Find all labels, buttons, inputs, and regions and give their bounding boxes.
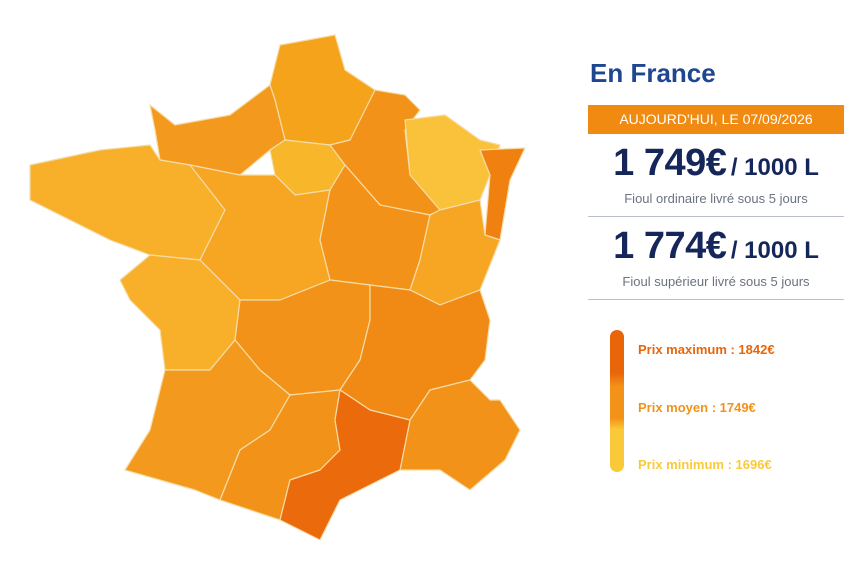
price-line: 1 774€ / 1000 L [588,225,844,268]
price-block: 1 774€ / 1000 L Fioul supérieur livré sou… [588,217,844,300]
price-list: 1 749€ / 1000 L Fioul ordinaire livré sou… [588,134,844,300]
price-unit: / 1000 L [730,237,819,264]
price-line: 1 749€ / 1000 L [588,142,844,185]
region [409,199,501,306]
france-map [29,34,526,541]
price-panel: En France AUJOURD'HUI, LE 07/09/2026 1 7… [588,52,844,300]
legend-gradient [610,330,624,472]
legend: Prix maximum : 1842€ Prix moyen : 1749€ Pr… [610,330,840,472]
price-amount: 1 749€ [613,142,727,184]
date-banner: AUJOURD'HUI, LE 07/09/2026 [588,105,844,134]
price-block: 1 749€ / 1000 L Fioul ordinaire livré sou… [588,134,844,217]
legend-label: Prix minimum : 1696€ [638,457,772,472]
legend-label: Prix maximum : 1842€ [638,342,775,357]
region [479,147,526,241]
price-description: Fioul ordinaire livré sous 5 jours [624,191,808,206]
price-amount: 1 774€ [613,225,727,267]
price-description: Fioul supérieur livré sous 5 jours [622,274,810,289]
price-unit: / 1000 L [730,154,819,181]
title: En France [590,58,716,88]
region [279,389,411,541]
legend-label: Prix moyen : 1749€ [638,400,756,415]
